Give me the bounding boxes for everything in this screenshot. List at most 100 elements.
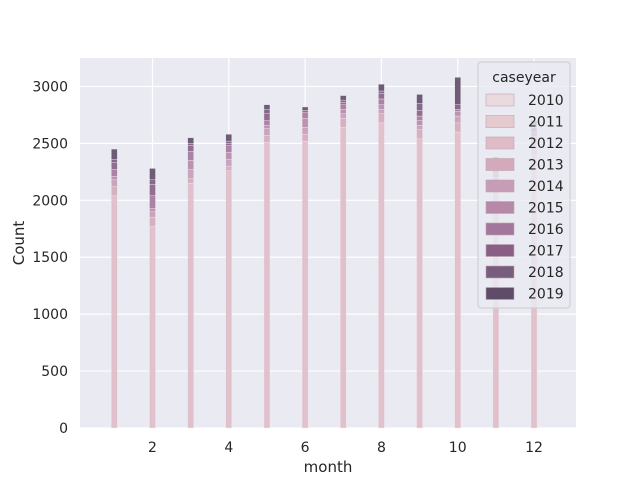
bar-segment: [454, 131, 461, 429]
bar-segment: [416, 115, 423, 121]
legend-swatch: [485, 201, 515, 214]
legend-entry-label: 2011: [528, 115, 564, 131]
bar-segment: [111, 195, 118, 429]
legend-entry-label: 2017: [528, 244, 564, 260]
y-axis-label: Count: [10, 221, 28, 266]
bar-segment: [340, 127, 347, 429]
bar-segment: [416, 124, 423, 130]
bar-segment: [340, 95, 347, 101]
bar-segment: [454, 115, 461, 124]
bar-segment: [187, 137, 194, 144]
y-tick-label: 2500: [32, 136, 68, 152]
y-tick-label: 500: [41, 364, 68, 380]
bar-segment: [378, 109, 385, 114]
y-tick-label: 0: [59, 421, 68, 437]
bar-segment: [340, 109, 347, 114]
bar-segment: [301, 110, 309, 113]
bar-segment: [454, 77, 461, 105]
bar-segment: [416, 94, 423, 104]
y-tick-label: 3000: [32, 79, 68, 95]
bar-segment: [149, 179, 156, 185]
legend-entry-label: 2019: [528, 287, 564, 303]
legend-swatch: [485, 158, 515, 171]
x-tick-label: 4: [224, 440, 233, 456]
x-tick-label: 10: [449, 440, 467, 456]
bar-segment: [149, 184, 156, 196]
bar-segment: [225, 170, 233, 429]
bar-segment: [111, 162, 118, 170]
bar-segment: [187, 143, 194, 146]
legend-title: caseyear: [492, 70, 556, 86]
bar-segment: [225, 143, 233, 146]
bar-segment: [225, 140, 233, 144]
legend-swatch: [485, 179, 515, 193]
bar-segment: [263, 128, 271, 136]
bar-segment: [111, 176, 118, 181]
legend-swatch: [485, 222, 515, 236]
bar-segment: [454, 109, 461, 112]
bar-segment: [187, 160, 194, 170]
x-axis-label: month: [304, 458, 353, 476]
bar-segment: [225, 152, 233, 160]
y-tick-label: 2000: [32, 193, 68, 209]
bar-segment: [263, 135, 271, 143]
bar-segment: [378, 93, 385, 100]
bar-segment: [149, 226, 156, 429]
bar-segment: [149, 217, 156, 227]
bar-segment: [225, 159, 233, 167]
bar-segment: [263, 104, 271, 110]
legend-entry-label: 2018: [528, 265, 564, 281]
bar-segment: [111, 186, 118, 196]
x-axis-ticks: 2 4 6 8 10 12: [148, 440, 543, 456]
bar-segment: [340, 99, 347, 103]
bar-segment: [454, 111, 461, 117]
bar-segment: [111, 159, 118, 163]
bar-segment: [340, 113, 347, 119]
legend: caseyear 2010201120122013201420152016201…: [477, 61, 571, 309]
legend-swatch: [485, 287, 515, 300]
x-tick-label: 6: [301, 440, 310, 456]
bar-segment: [378, 113, 385, 124]
bar-segment: [187, 169, 194, 179]
bar-segment: [454, 122, 461, 133]
bar-segment: [111, 169, 118, 177]
bar-segment: [187, 178, 194, 184]
bar-segment: [416, 129, 423, 140]
bar-segment: [416, 103, 423, 111]
x-tick-label: 12: [525, 440, 543, 456]
bar-segment: [301, 127, 309, 135]
legend-swatch: [485, 265, 515, 279]
bar-segment: [301, 134, 309, 142]
bar-segment: [454, 104, 461, 110]
y-axis-ticks: 0 500 1000 1500 2000 2500 3000: [32, 79, 68, 437]
bar-segment: [225, 134, 233, 142]
bar-segment: [301, 140, 309, 429]
bar-segment: [263, 113, 271, 121]
bar-segment: [263, 124, 271, 129]
legend-items: 2010 2011 2012 2013 2014 2015 2016 2017 2018 2019: [485, 93, 564, 303]
bar-segment: [111, 148, 118, 160]
bar-segment: [263, 142, 271, 429]
legend-swatch: [485, 93, 515, 107]
bar-segment: [340, 118, 347, 128]
bar-segment: [187, 151, 194, 161]
bar-segment: [149, 195, 156, 209]
legend-swatch: [485, 136, 515, 150]
legend-swatch: [485, 244, 515, 257]
bar-segment: [340, 102, 347, 105]
legend-swatch: [485, 115, 515, 128]
bar-segment: [225, 145, 233, 153]
bar-segment: [378, 83, 385, 92]
bar-segment: [263, 120, 271, 126]
y-tick-label: 1000: [32, 307, 68, 323]
bar-segment: [149, 168, 156, 181]
y-tick-label: 1500: [32, 250, 68, 266]
bar-segment: [416, 110, 423, 117]
bar-segment: [378, 98, 385, 105]
bar-segment: [378, 90, 385, 94]
bar-segment: [111, 179, 118, 187]
bar-segment: [263, 109, 271, 114]
bar-segment: [149, 211, 156, 218]
bar-segment: [187, 145, 194, 152]
x-tick-label: 8: [377, 440, 386, 456]
